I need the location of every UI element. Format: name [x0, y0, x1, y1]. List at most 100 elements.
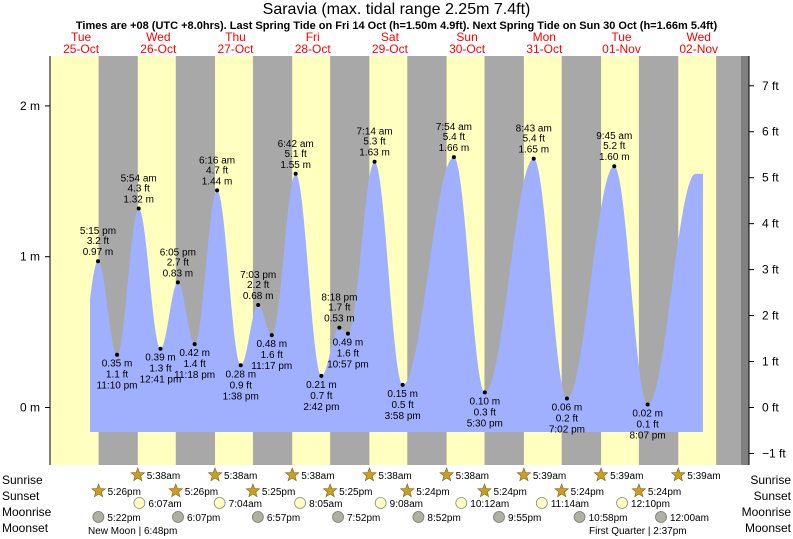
tide-ft-label: 1.3 ft — [149, 364, 171, 375]
day-name-label: Sun — [456, 30, 477, 44]
sunrise-time: 5:39am — [533, 471, 566, 482]
moonrise-time: 6:07am — [148, 499, 181, 510]
tide-point — [612, 164, 617, 169]
moonset-icon — [655, 511, 667, 523]
tide-m-label: 1.55 m — [280, 160, 311, 171]
moonrise-time: 9:08am — [390, 499, 423, 510]
tide-m-label: 0.21 m — [306, 380, 337, 391]
tide-time-label: 7:54 am — [436, 122, 472, 133]
tide-point — [319, 373, 324, 378]
tide-point — [158, 346, 163, 351]
sunset-icon — [399, 483, 415, 498]
day-name-label: Tue — [71, 30, 92, 44]
sunset-time: 5:24pm — [493, 487, 526, 498]
tide-ft-label: 1.4 ft — [184, 359, 206, 370]
day-name-label: Wed — [686, 30, 710, 44]
tide-point — [451, 155, 456, 160]
sunrise-icon — [439, 467, 455, 482]
tide-m-label: 0.28 m — [225, 369, 256, 380]
tide-point — [482, 390, 487, 395]
moonrise-icon — [616, 497, 628, 509]
left-tick-label: 1 m — [20, 250, 40, 264]
tide-time-label: 8:43 am — [516, 124, 552, 135]
plot-area — [50, 56, 741, 465]
moonset-time: 6:57pm — [267, 513, 300, 524]
sunrise-icon — [207, 467, 223, 482]
tide-ft-label: 5.2 ft — [603, 141, 625, 152]
tide-time-label: 11:17 pm — [251, 361, 292, 372]
sunset-time: 5:26pm — [108, 487, 141, 498]
sunset-icon — [631, 483, 647, 498]
sunrise-time: 5:39am — [610, 471, 643, 482]
tide-m-label: 1.32 m — [123, 194, 154, 205]
day-date-label: 25-Oct — [63, 42, 100, 56]
sunset-icon — [554, 483, 570, 498]
tide-point — [564, 396, 569, 401]
tide-m-label: 0.15 m — [387, 389, 418, 400]
moonrise-icon — [294, 497, 306, 509]
sunrise-icon — [361, 467, 377, 482]
tide-time-label: 7:14 am — [356, 127, 392, 138]
right-tick-label: 6 ft — [762, 125, 779, 139]
tide-point — [136, 206, 141, 211]
tide-ft-label: 5.1 ft — [285, 149, 307, 160]
day-date-label: 30-Oct — [449, 42, 486, 56]
day-name-label: Thu — [225, 30, 246, 44]
tide-time-label: 12:41 pm — [140, 375, 182, 386]
tide-time-label: 11:10 pm — [97, 381, 138, 392]
moonset-time: 9:55pm — [508, 513, 541, 524]
day-name-label: Fri — [306, 30, 320, 44]
sunset-icon — [168, 483, 184, 498]
moonset-icon — [251, 511, 264, 523]
sunset-time: 5:26pm — [185, 487, 218, 498]
day-date-label: 02-Nov — [679, 42, 718, 56]
day-name-label: Wed — [146, 30, 170, 44]
sunset-time: 5:24pm — [416, 487, 449, 498]
tide-time-label: 5:54 am — [121, 173, 157, 184]
tide-ft-label: 0.2 ft — [556, 413, 578, 424]
moonrise-time: 12:10pm — [631, 499, 670, 510]
tide-point — [175, 280, 180, 285]
tide-time-label: 7:02 pm — [549, 424, 585, 435]
sunrise-icon — [516, 467, 532, 482]
tide-point — [372, 159, 377, 164]
tide-ft-label: 0.7 ft — [310, 391, 332, 402]
day-date-label: 26-Oct — [140, 42, 177, 56]
tide-point — [215, 188, 220, 193]
tide-point — [337, 325, 342, 330]
tide-m-label: 0.06 m — [552, 402, 583, 413]
moonrise-time: 10:12am — [470, 499, 509, 510]
tide-ft-label: 1.6 ft — [261, 350, 283, 361]
night-band — [716, 56, 741, 465]
tide-area — [90, 157, 703, 432]
tide-time-label: 6:05 pm — [160, 247, 196, 258]
tide-ft-label: 3.2 ft — [87, 236, 109, 247]
row-label-left: Sunset — [2, 489, 40, 503]
tide-ft-label: 0.5 ft — [392, 400, 414, 411]
moonset-time: 7:52pm — [347, 513, 380, 524]
tide-time-label: 7:03 pm — [240, 270, 276, 281]
sunrise-icon — [670, 467, 686, 482]
day-name-label: Sat — [381, 30, 400, 44]
tide-point — [238, 363, 243, 368]
tide-time-label: 6:16 am — [199, 155, 235, 166]
tide-m-label: 0.49 m — [333, 338, 364, 349]
day-name-label: Tue — [611, 30, 632, 44]
tide-m-label: 0.02 m — [632, 408, 663, 419]
tide-ft-label: 4.3 ft — [128, 183, 150, 194]
row-label-left: Moonrise — [2, 505, 52, 519]
moonrise-icon — [213, 497, 226, 509]
tide-point — [645, 402, 650, 407]
moonset-icon — [493, 511, 505, 523]
right-tick-label: 2 ft — [762, 309, 779, 323]
moonrise-icon — [535, 497, 548, 509]
tide-ft-label: 0.1 ft — [636, 419, 658, 430]
moonset-icon — [573, 511, 586, 523]
right-tick-label: 1 ft — [762, 355, 779, 369]
moonrise-time: 7:04am — [229, 499, 262, 510]
tide-ft-label: 4.7 ft — [206, 165, 228, 176]
sunset-icon — [245, 483, 261, 498]
sunset-time: 5:24pm — [648, 487, 681, 498]
moonset-icon — [332, 511, 344, 523]
